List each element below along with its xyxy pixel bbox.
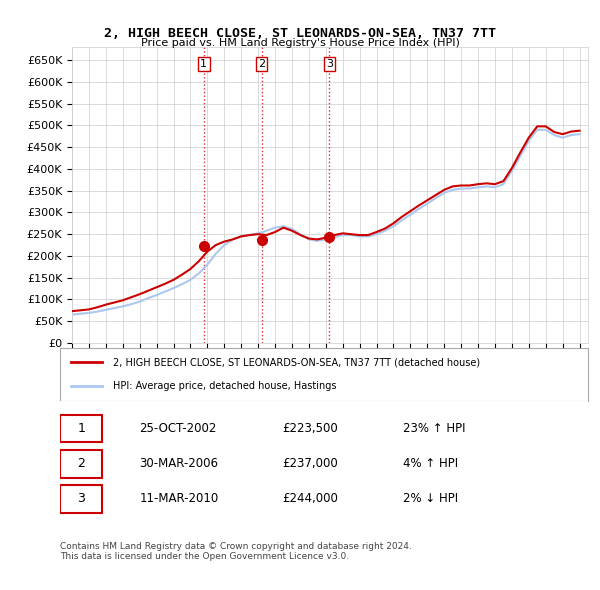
FancyBboxPatch shape: [60, 485, 102, 513]
FancyBboxPatch shape: [60, 450, 102, 477]
Text: 2: 2: [77, 457, 85, 470]
Text: HPI: Average price, detached house, Hastings: HPI: Average price, detached house, Hast…: [113, 381, 337, 391]
Text: 25-OCT-2002: 25-OCT-2002: [139, 422, 217, 435]
Text: £244,000: £244,000: [282, 492, 338, 505]
Text: 4% ↑ HPI: 4% ↑ HPI: [403, 457, 458, 470]
Text: £237,000: £237,000: [282, 457, 338, 470]
Text: 3: 3: [326, 59, 333, 69]
Text: £223,500: £223,500: [282, 422, 338, 435]
Text: Price paid vs. HM Land Registry's House Price Index (HPI): Price paid vs. HM Land Registry's House …: [140, 38, 460, 48]
Text: 23% ↑ HPI: 23% ↑ HPI: [403, 422, 466, 435]
FancyBboxPatch shape: [60, 415, 102, 442]
Text: 2, HIGH BEECH CLOSE, ST LEONARDS-ON-SEA, TN37 7TT (detached house): 2, HIGH BEECH CLOSE, ST LEONARDS-ON-SEA,…: [113, 358, 480, 368]
Text: 3: 3: [77, 492, 85, 505]
Text: 11-MAR-2010: 11-MAR-2010: [139, 492, 218, 505]
Text: 2% ↓ HPI: 2% ↓ HPI: [403, 492, 458, 505]
Text: 1: 1: [77, 422, 85, 435]
Text: 2, HIGH BEECH CLOSE, ST LEONARDS-ON-SEA, TN37 7TT: 2, HIGH BEECH CLOSE, ST LEONARDS-ON-SEA,…: [104, 27, 496, 40]
Text: 1: 1: [200, 59, 208, 69]
Text: Contains HM Land Registry data © Crown copyright and database right 2024.
This d: Contains HM Land Registry data © Crown c…: [60, 542, 412, 561]
Text: 2: 2: [258, 59, 265, 69]
Text: 30-MAR-2006: 30-MAR-2006: [139, 457, 218, 470]
